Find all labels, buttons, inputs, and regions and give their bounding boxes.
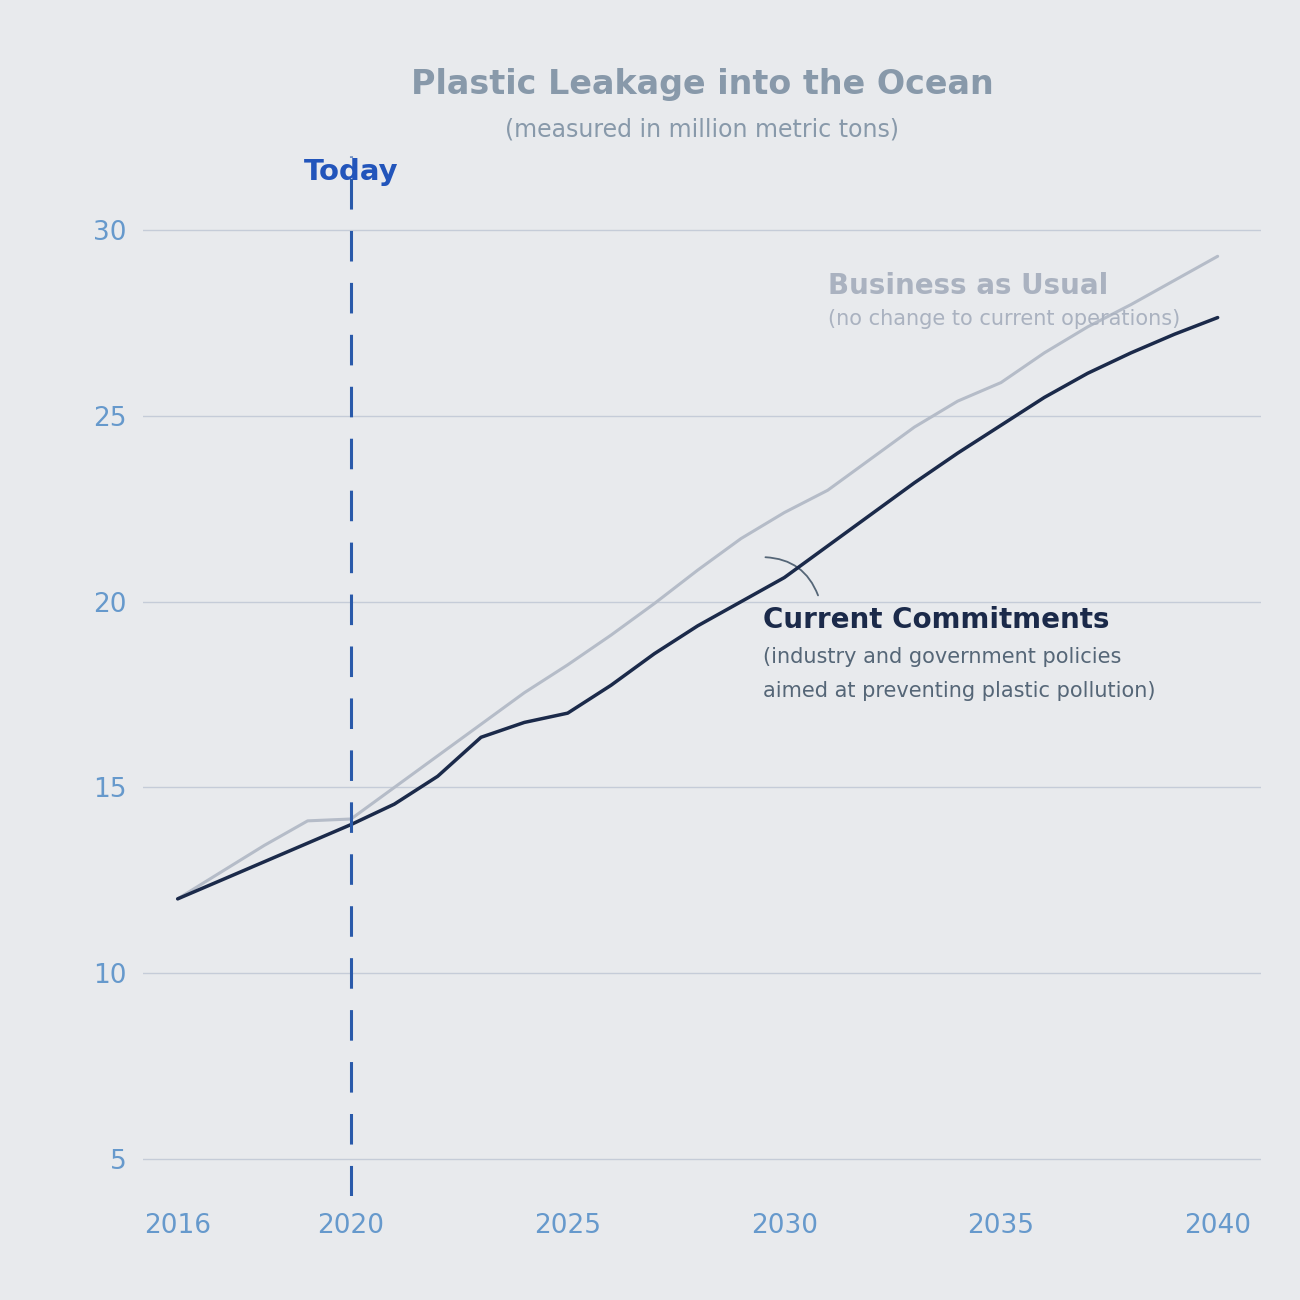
Text: (no change to current operations): (no change to current operations) [828, 309, 1180, 329]
Text: Current Commitments: Current Commitments [763, 606, 1109, 634]
Text: (industry and government policies: (industry and government policies [763, 647, 1121, 667]
Text: Business as Usual: Business as Usual [828, 272, 1108, 300]
Text: Plastic Leakage into the Ocean: Plastic Leakage into the Ocean [411, 68, 993, 101]
Text: (measured in million metric tons): (measured in million metric tons) [504, 118, 900, 142]
Text: aimed at preventing plastic pollution): aimed at preventing plastic pollution) [763, 681, 1156, 701]
Text: Today: Today [304, 157, 398, 186]
